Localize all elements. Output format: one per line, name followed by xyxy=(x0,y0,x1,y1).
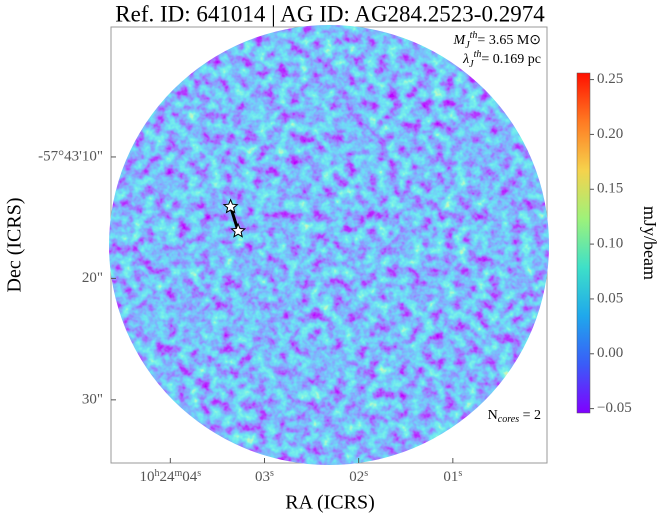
x-tick-label: 10h24m04s xyxy=(139,468,201,486)
ncores-annotation: Ncores = 2 xyxy=(488,408,541,425)
colorbar-tick-label: 0.00 xyxy=(597,345,623,361)
colorbar-tick-label: −0.05 xyxy=(597,400,632,416)
length-annotation: λJth= 0.169 pc xyxy=(462,49,541,70)
x-tick-label: 02s xyxy=(349,468,368,486)
intensity-map xyxy=(109,25,549,465)
y-tick-label: 30" xyxy=(82,391,103,407)
colorbar-tick-label: 0.20 xyxy=(597,126,623,142)
x-tick-label: 01s xyxy=(443,468,462,486)
colorbar-tick-label: 0.15 xyxy=(597,181,623,197)
x-axis-label: RA (ICRS) xyxy=(285,492,374,514)
colorbar xyxy=(576,72,591,414)
colorbar-tick-label: 0.10 xyxy=(597,236,623,252)
colorbar-label: mJy/beam xyxy=(640,206,660,280)
y-tick-label: 20" xyxy=(82,270,103,286)
core-marker xyxy=(230,222,247,238)
colorbar-tick-label: 0.25 xyxy=(597,71,623,87)
x-tick-label: 03s xyxy=(255,468,274,486)
y-axis-label: Dec (ICRS) xyxy=(4,198,26,293)
mass-annotation: MJth= 3.65 M⊙ xyxy=(453,30,541,51)
core-marker xyxy=(222,198,239,214)
chart-title: Ref. ID: 641014 | AG ID: AG284.2523-0.29… xyxy=(115,1,545,26)
y-tick-label: -57°43'10" xyxy=(38,148,103,164)
colorbar-tick-label: 0.05 xyxy=(597,290,623,306)
